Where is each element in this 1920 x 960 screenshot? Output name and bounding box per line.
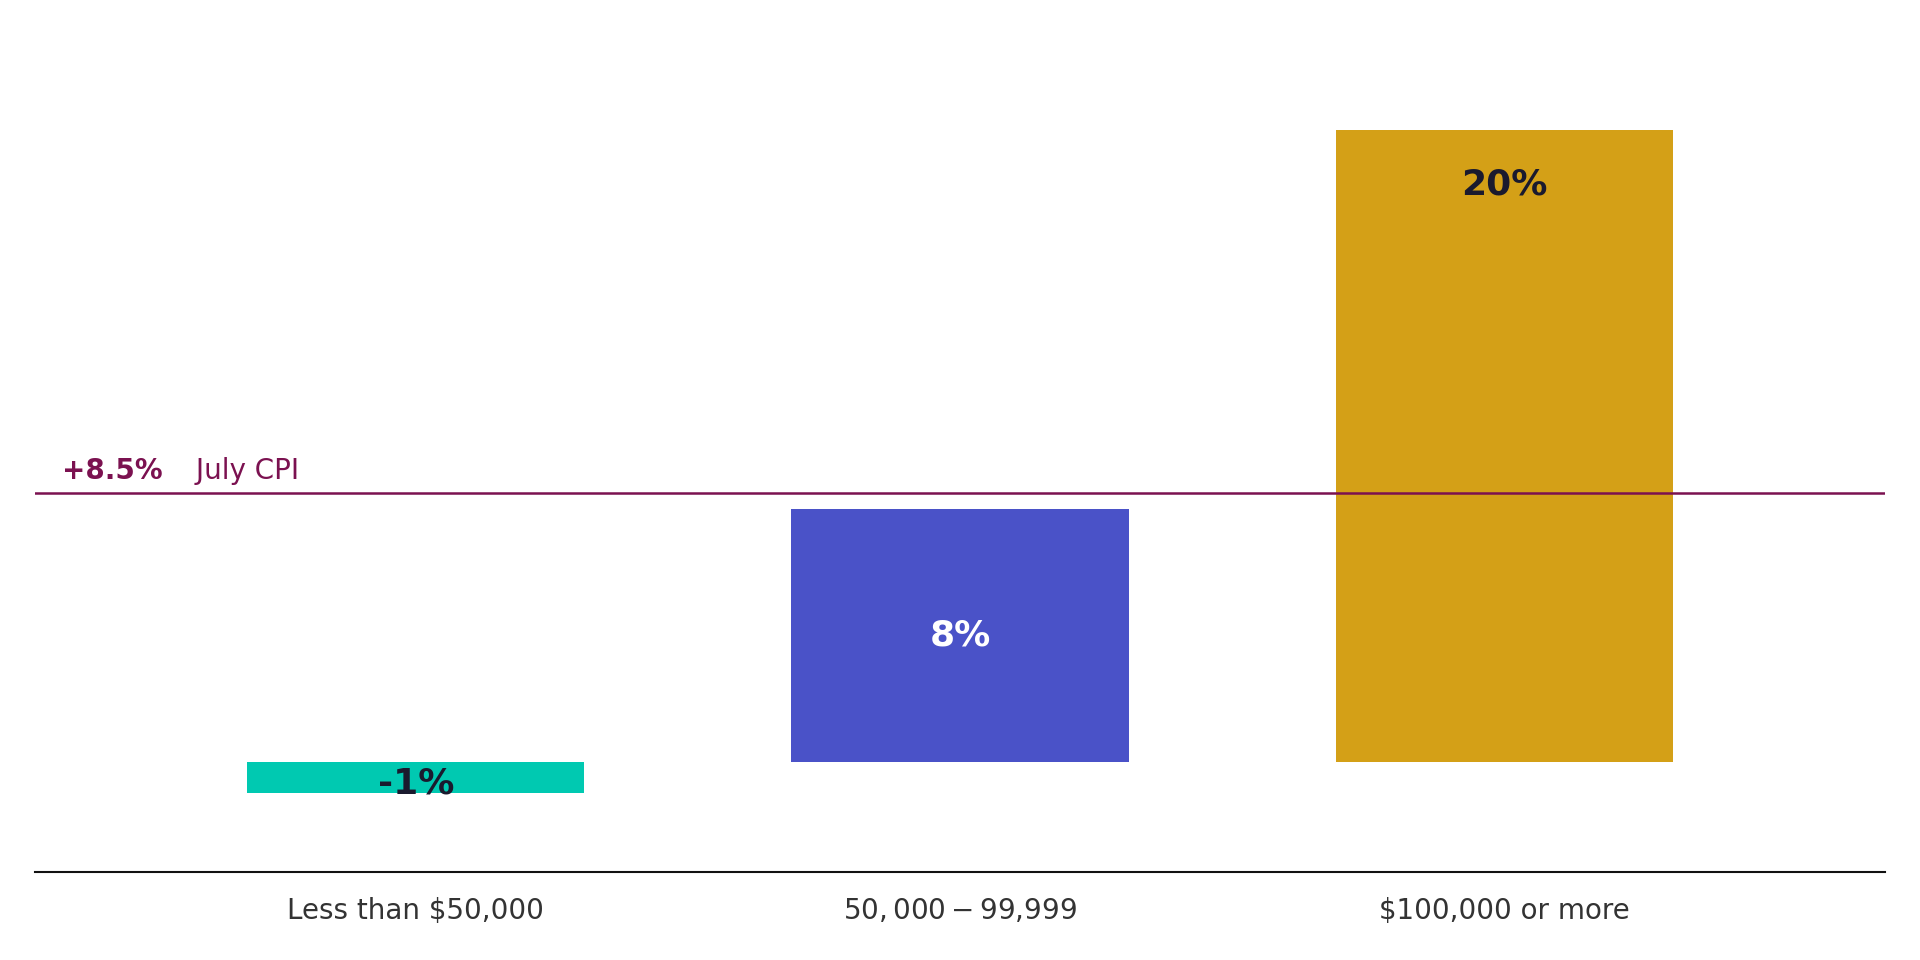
- Bar: [1336, 130, 1672, 761]
- Bar: [248, 761, 584, 793]
- Text: 20%: 20%: [1461, 167, 1548, 202]
- Bar: [791, 509, 1129, 761]
- Text: 8%: 8%: [929, 618, 991, 652]
- Text: +8.5%: +8.5%: [61, 457, 163, 485]
- Text: July CPI: July CPI: [186, 457, 300, 485]
- Text: -1%: -1%: [378, 766, 453, 801]
